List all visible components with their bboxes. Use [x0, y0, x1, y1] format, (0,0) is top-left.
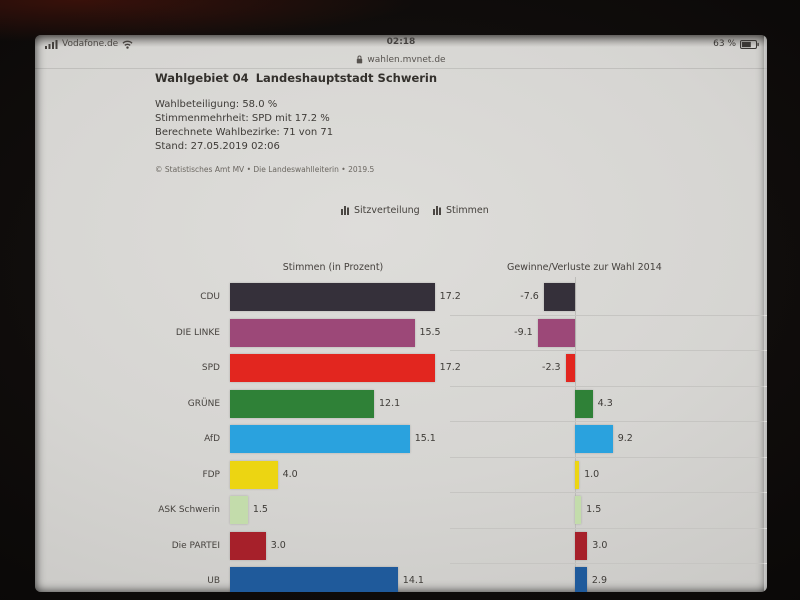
gain-bar: [537, 318, 575, 347]
vote-value: 17.2: [439, 291, 461, 302]
vote-bar: [230, 389, 374, 418]
gain-value: 2.9: [591, 575, 607, 586]
vote-bar: [230, 354, 435, 382]
info-turnout: Wahlbeteiligung: 58.0 %: [155, 99, 278, 110]
lock-icon: [356, 55, 363, 64]
vote-bar: [230, 283, 435, 311]
vote-bar: [230, 496, 248, 524]
gain-bar: [575, 389, 593, 418]
party-label: AfD: [204, 434, 220, 444]
url-bar[interactable]: wahlen.mvnet.de: [35, 51, 767, 69]
row-separator-line: [450, 492, 767, 493]
vote-bar: [230, 318, 415, 347]
party-label: Die PARTEI: [171, 540, 220, 551]
carrier-label: Vodafone.de: [62, 39, 119, 49]
row-separator-line: [450, 385, 767, 387]
chart-row: AfD 15.1 9.2: [35, 421, 767, 457]
vote-value: 4.0: [282, 468, 298, 480]
party-label: DIE LINKE: [175, 327, 220, 338]
party-label: ASK Schwerin: [158, 505, 220, 515]
gain-bar: [575, 425, 613, 453]
gain-bar: [575, 567, 587, 592]
cell-signal-icon: [45, 39, 58, 49]
bar-chart-icon: [341, 205, 349, 215]
status-bar: Vodafone.de 02:18 63 %: [35, 37, 767, 51]
tablet-screen: Vodafone.de 02:18 63 %: [35, 35, 767, 592]
party-label: UB: [207, 576, 220, 586]
vote-bar: [230, 531, 266, 560]
chart-row: Die PARTEI 3.0 3.0: [35, 528, 767, 564]
row-separator-line: [450, 456, 767, 458]
party-label: GRÜNE: [187, 398, 220, 409]
battery-percent-label: 63 %: [713, 39, 736, 49]
vote-value: 15.5: [419, 326, 441, 338]
gain-value: -2.3: [542, 362, 561, 373]
status-left: Vodafone.de: [45, 37, 133, 51]
gains-chart-title: Gewinne/Verluste zur Wahl 2014: [507, 262, 662, 273]
region-label: Wahlgebiet 04: [155, 71, 249, 85]
gain-bar: [565, 354, 575, 382]
url-text: wahlen.mvnet.de: [367, 54, 446, 65]
battery-icon: [740, 39, 759, 49]
party-label: CDU: [200, 292, 220, 302]
region-name: Landeshauptstadt Schwerin: [255, 71, 438, 85]
status-right: 63 %: [713, 37, 759, 51]
chart-row: DIE LINKE 15.5 -9.1: [35, 315, 767, 351]
row-separator-line: [450, 421, 767, 422]
gain-bar: [575, 460, 580, 489]
vote-value: 3.0: [270, 539, 286, 551]
gain-value: 9.2: [617, 433, 633, 444]
chart-row: GRÜNE 12.1 4.3: [35, 386, 767, 422]
gain-value: 1.5: [586, 504, 602, 515]
vote-bar: [230, 425, 410, 453]
chart-row: ASK Schwerin 1.5 1.5: [35, 492, 767, 528]
gain-value: 4.3: [597, 397, 613, 409]
seats-toggle-button[interactable]: Sitzverteilung: [341, 201, 420, 219]
vote-value: 12.1: [378, 397, 401, 409]
chart-row: UB 14.1 2.9: [35, 563, 767, 592]
vote-value: 15.1: [414, 433, 436, 444]
gain-bar: [575, 496, 582, 524]
chart-toggle-row: Sitzverteilung Stimmen: [35, 201, 767, 219]
chart-row: CDU 17.2 -7.6: [35, 279, 767, 315]
header-block: Wahlgebiet 04 Landeshauptstadt Schwerin W…: [155, 71, 437, 174]
info-majority: Stimmenmehrheit: SPD mit 17.2 %: [155, 113, 330, 124]
chart-row: SPD 17.2 -2.3: [35, 350, 767, 386]
gain-bar: [575, 531, 588, 560]
row-separator-line: [450, 527, 767, 529]
results-chart: Stimmen (in Prozent) Gewinne/Verluste zu…: [35, 262, 767, 592]
votes-toggle-button[interactable]: Stimmen: [433, 201, 489, 219]
gain-value: -7.6: [520, 291, 539, 302]
copyright-line: © Statistisches Amt MV • Die Landeswahll…: [155, 165, 375, 174]
chart-row: FDP 4.0 1.0: [35, 457, 767, 493]
bar-chart-icon: [433, 205, 441, 215]
vote-bar: [230, 460, 278, 489]
party-label: SPD: [201, 363, 220, 373]
election-info: Wahlbeteiligung: 58.0 % Stimmenmehrheit:…: [155, 98, 437, 154]
vote-value: 1.5: [252, 504, 268, 515]
info-timestamp: Stand: 27.05.2019 02:06: [155, 141, 280, 152]
page-title: Wahlgebiet 04 Landeshauptstadt Schwerin: [155, 71, 437, 85]
row-separator-line: [450, 350, 767, 351]
gain-value: -9.1: [514, 326, 533, 338]
chart-rows: CDU 17.2 -7.6 DIE LINKE 15.5 -9.1 SPD 17…: [35, 277, 767, 592]
row-separator-line: [450, 314, 767, 316]
votes-chart-title: Stimmen (in Prozent): [282, 262, 384, 273]
votes-toggle-label: Stimmen: [446, 204, 489, 216]
vote-bar: [230, 567, 398, 592]
vote-value: 14.1: [402, 575, 424, 586]
row-separator-line: [450, 563, 767, 564]
vote-value: 17.2: [439, 362, 461, 373]
gain-value: 3.0: [592, 539, 608, 551]
seats-toggle-label: Sitzverteilung: [354, 204, 420, 216]
gain-value: 1.0: [584, 468, 600, 480]
gain-bar: [543, 283, 576, 311]
clock-label: 02:18: [386, 37, 416, 47]
info-districts: Berechnete Wahlbezirke: 71 von 71: [155, 127, 334, 138]
wifi-icon: [122, 40, 133, 49]
party-label: FDP: [202, 469, 220, 480]
